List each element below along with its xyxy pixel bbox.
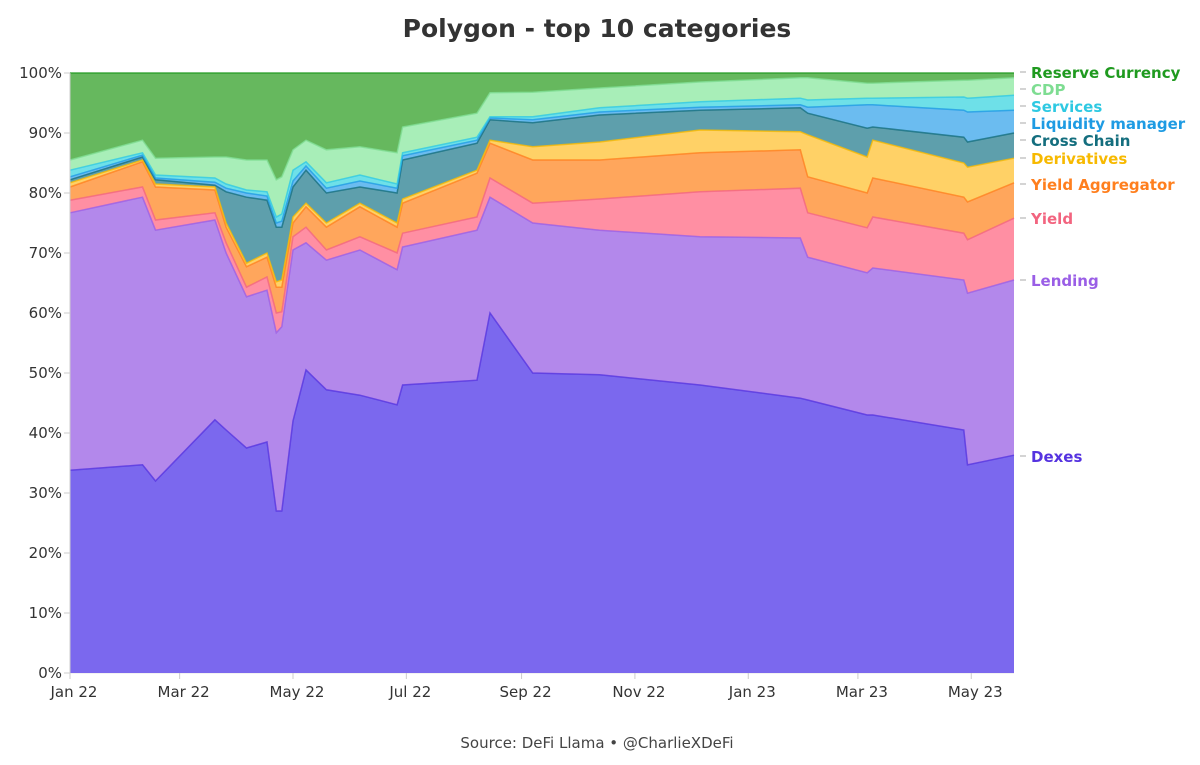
series-label-yield: Yield [1030,210,1073,228]
y-tick-label: 80% [29,184,62,202]
series-labels: Dexes Lending Yield Yield Aggregator Derivat… [1020,64,1186,466]
line-liquidity-manager [69,104,1015,224]
line-yield [69,176,1015,314]
area-dexes [70,313,1014,673]
line-services [69,94,1015,219]
series-lines [69,72,1015,512]
x-tick-label: Jan 22 [50,683,98,701]
series-label-services: Services [1031,98,1102,116]
series-label-derivatives: Derivatives [1031,150,1127,168]
series-label-reserve-currency: Reserve Currency [1031,64,1181,82]
line-lending [69,196,1015,335]
series-label-cross-chain: Cross Chain [1031,132,1130,150]
x-axis: Jan 22 Mar 22 May 22 Jul 22 Sep 22 Nov 22 Jan … [50,673,1003,701]
y-tick-label: 50% [29,364,62,382]
x-tick-label: May 23 [948,683,1003,701]
x-tick-label: Jul 22 [388,683,431,701]
area-cross-chain [70,107,1014,282]
series-label-yield-aggregator: Yield Aggregator [1030,176,1175,194]
x-tick-label: Jan 23 [728,683,776,701]
series-label-lending: Lending [1031,272,1099,290]
y-axis: 0% 10% 20% 30% 40% 50% 60% 70% 80% 90% 100% [19,64,71,682]
area-cdp [70,77,1014,217]
area-yield-aggregator [70,143,1014,313]
y-tick-label: 100% [19,64,62,82]
area-lending [70,197,1014,511]
y-tick-label: 40% [29,424,62,442]
x-tick-label: Mar 22 [158,683,210,701]
line-yield-aggregator [69,142,1015,288]
series-label-cdp: CDP [1031,81,1065,99]
y-tick-label: 30% [29,484,62,502]
line-cdp [69,77,1015,181]
x-tick-label: May 22 [270,683,325,701]
areas [70,73,1014,673]
x-tick-label: Sep 22 [499,683,551,701]
line-dexes [69,311,1015,512]
y-tick-label: 60% [29,304,62,322]
area-reserve-currency [70,73,1014,180]
x-tick-label: Nov 22 [612,683,665,701]
area-yield [70,178,1014,333]
y-tick-label: 20% [29,544,62,562]
line-derivatives [69,129,1015,283]
chart-title: Polygon - top 10 categories [403,14,792,43]
series-label-liquidity-manager: Liquidity manager [1031,115,1186,133]
y-tick-label: 10% [29,604,62,622]
y-tick-label: 0% [38,664,62,682]
y-tick-label: 70% [29,244,62,262]
source-note: Source: DeFi Llama • @CharlieXDeFi [460,734,733,752]
area-liquidity-manager [70,104,1014,228]
x-tick-label: Mar 23 [836,683,888,701]
series-label-dexes: Dexes [1031,448,1082,466]
y-tick-label: 90% [29,124,62,142]
line-cross-chain [69,107,1015,228]
